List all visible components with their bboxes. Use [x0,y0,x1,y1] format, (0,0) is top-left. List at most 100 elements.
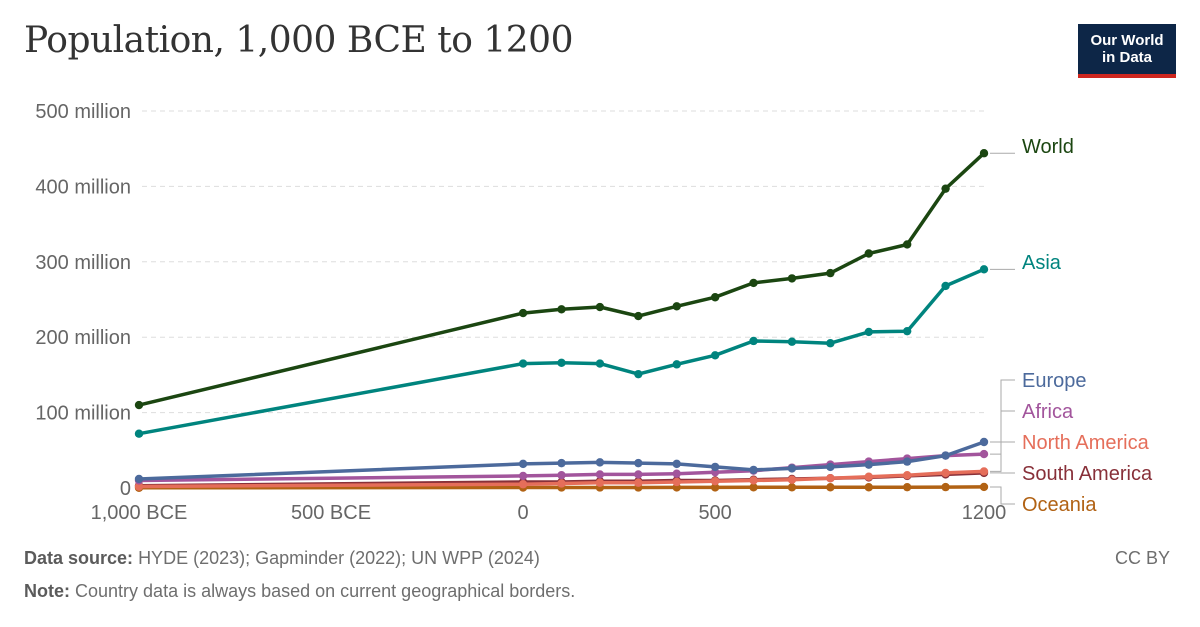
owid-logo[interactable]: Our World in Data [1078,24,1176,78]
data-point [787,337,797,346]
x-tick-label: 1,000 BCE [91,502,188,524]
data-point [787,475,797,484]
data-point [672,302,681,311]
data-point [941,281,950,291]
y-tick-label: 500 million [35,101,131,123]
series-line [137,440,986,481]
data-point [864,483,873,492]
series-label: North America [1022,432,1150,454]
data-point [787,274,797,283]
data-point [595,478,605,487]
data-point [941,482,950,492]
label-leader-line [990,410,1015,455]
data-point [518,480,528,489]
data-point [864,327,873,337]
series-line [137,452,986,483]
series-label: Asia [1022,252,1062,274]
data-point [634,458,643,468]
data-point [672,360,681,369]
data-source: Data source: HYDE (2023); Gapminder (202… [24,548,540,569]
data-point [134,474,144,484]
data-point [595,470,605,479]
data-point [557,470,566,480]
license-link[interactable]: CC BY [1114,548,1170,568]
data-point [518,359,528,368]
data-point [710,477,720,486]
data-point [864,460,873,469]
series-label: South America [1022,463,1153,485]
data-point [634,311,643,321]
x-tick-label: 500 [698,502,731,524]
data-source-label: Data source: [24,548,134,568]
y-tick-label: 200 million [35,327,131,349]
logo-line-2: in Data [1101,49,1152,66]
data-point [557,458,566,468]
data-point [134,482,144,491]
x-tick-label: 1200 [962,502,1007,524]
data-point [826,268,835,278]
chart-note: Note: Country data is always based on cu… [24,581,575,602]
y-tick-label: 0 [120,478,131,500]
y-tick-label: 300 million [35,252,131,274]
data-point [672,459,681,469]
data-point [557,479,566,488]
data-point [979,482,989,492]
data-point [595,359,605,368]
data-point [826,473,835,483]
data-point [634,470,643,479]
data-point [864,249,873,258]
x-tick-label: 500 BCE [291,502,371,524]
x-tick-label: 0 [518,502,529,524]
data-point [595,458,605,467]
data-point [557,305,566,314]
data-point [941,184,950,193]
data-point [518,459,528,469]
data-point [902,470,912,480]
y-tick-label: 400 million [35,176,131,198]
series-label: World [1022,136,1074,158]
data-point [710,483,720,492]
data-point [979,149,989,158]
data-point [672,477,681,487]
logo-line-1: Our World [1090,32,1164,49]
data-point [826,339,835,348]
data-point [902,482,912,492]
data-point [941,451,950,460]
data-point [979,437,989,447]
series-label: Africa [1022,401,1074,423]
label-leader-line [990,441,1015,472]
series-label: Oceania [1022,494,1097,516]
series-line [137,267,986,436]
line-chart: 0 100 million 200 million 300 million 400 mi… [35,101,1153,524]
data-point [749,465,758,475]
data-point [672,469,681,478]
data-point [787,483,797,492]
data-point [902,326,912,336]
data-point [134,429,144,438]
data-point [634,369,643,379]
data-point [979,449,989,459]
data-point [902,240,912,249]
data-point [710,293,720,302]
data-point [518,308,528,318]
data-point [979,467,989,476]
label-leader-line [990,486,1015,505]
data-point [941,468,950,478]
series-line [137,151,986,407]
note-text: Country data is always based on current … [75,581,576,601]
data-point [826,462,835,472]
note-label: Note: [24,581,70,601]
data-point [557,358,566,368]
series-label: Europe [1022,370,1087,392]
data-point [134,400,144,410]
data-point [518,471,528,481]
data-point [634,478,643,487]
data-point [902,457,912,466]
data-point [710,351,720,360]
data-point [710,462,720,472]
data-point [787,464,797,473]
data-point [749,476,758,485]
data-source-text[interactable]: HYDE (2023); Gapminder (2022); UN WPP (2… [138,548,540,568]
series-line [137,469,986,489]
data-point [595,302,605,312]
